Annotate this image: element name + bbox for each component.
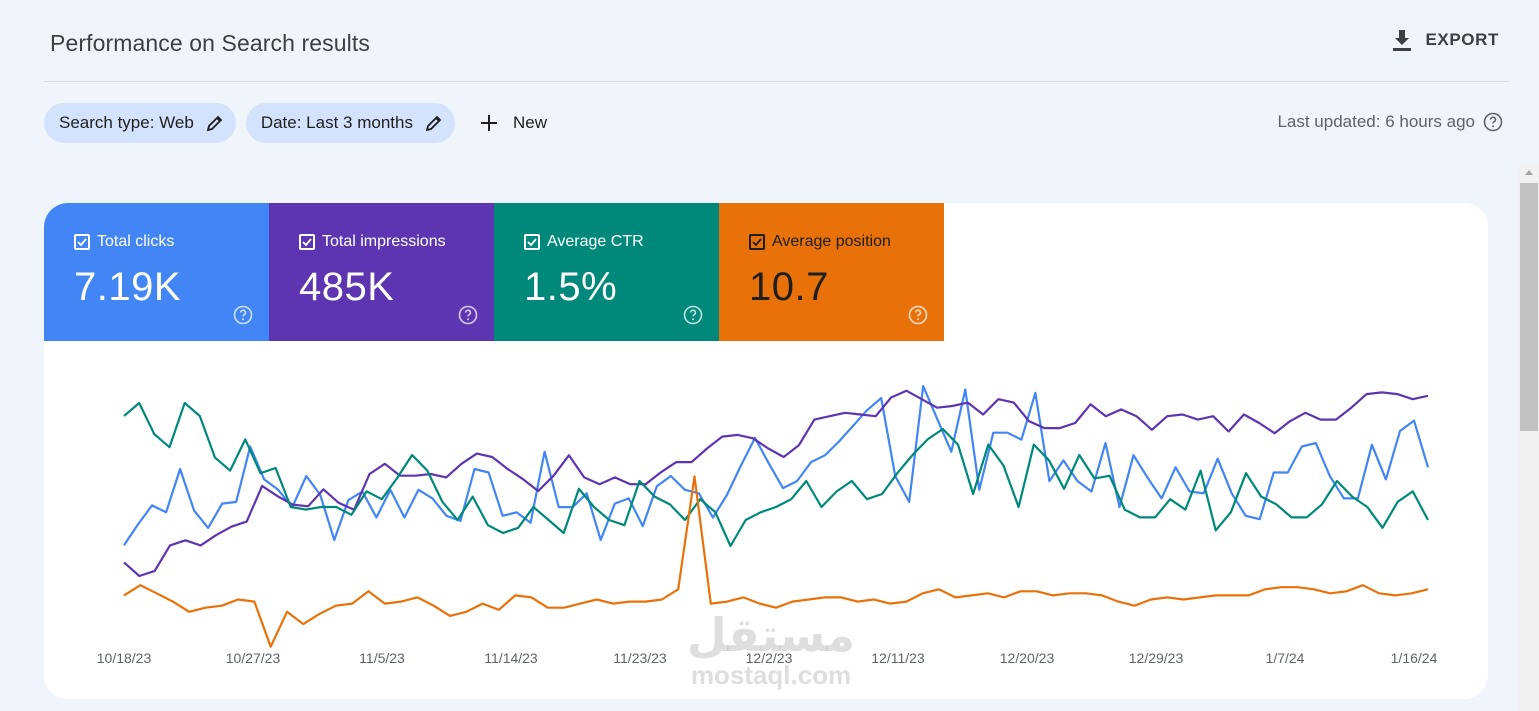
x-tick-label: 12/29/23 [1129, 650, 1184, 666]
x-tick-label: 10/18/23 [97, 650, 152, 666]
scrollbar-thumb[interactable] [1520, 183, 1538, 431]
search-type-label: Search type: Web [59, 113, 194, 132]
page-header: Performance on Search results EXPORT [44, 0, 1509, 82]
export-button[interactable]: EXPORT [1391, 28, 1499, 52]
x-tick-label: 11/5/23 [359, 650, 405, 666]
series-line-average-ctr [123, 401, 1429, 548]
scroll-up-arrow-icon[interactable] [1525, 170, 1533, 175]
x-tick-label: 1/7/24 [1266, 650, 1305, 666]
date-chip[interactable]: Date: Last 3 months [245, 103, 455, 143]
date-label: Date: Last 3 months [260, 113, 413, 132]
x-tick-label: 12/20/23 [1000, 650, 1055, 666]
performance-card: Total clicks 7.19K Total impressions 485… [44, 203, 1488, 699]
metric-label-row: Average position [749, 233, 891, 251]
plus-icon [480, 115, 497, 131]
x-tick-label: 10/27/23 [226, 650, 281, 666]
metric-label-row: Total clicks [74, 233, 174, 251]
metric-label-row: Total impressions [299, 233, 446, 251]
metric-average-ctr[interactable]: Average CTR 1.5% [494, 203, 719, 341]
metric-label: Average position [772, 233, 891, 250]
x-tick-label: 11/23/23 [613, 650, 667, 666]
search-type-chip[interactable]: Search type: Web [44, 103, 236, 143]
metric-label: Total clicks [97, 233, 175, 250]
metric-value: 1.5% [524, 265, 618, 309]
help-icon[interactable] [908, 305, 928, 325]
new-filter-label: New [512, 113, 547, 132]
pencil-icon [425, 115, 442, 132]
metric-value: 10.7 [749, 265, 829, 309]
help-icon[interactable] [1483, 112, 1503, 132]
last-updated-text: Last updated: 6 hours ago [1277, 112, 1475, 131]
new-filter-button[interactable]: New [479, 113, 547, 133]
x-tick-label: 11/14/23 [484, 650, 538, 666]
x-tick-label: 1/16/24 [1391, 650, 1438, 666]
pencil-icon [206, 115, 223, 132]
checkbox-checked-icon[interactable] [74, 234, 90, 250]
checkbox-checked-icon[interactable] [299, 234, 315, 250]
download-icon [1393, 30, 1412, 51]
series-line-total-clicks [123, 384, 1430, 546]
last-updated: Last updated: 6 hours ago [1277, 112, 1503, 132]
chart-svg: 10/18/23 10/27/23 11/5/23 11/14/23 11/23/23 1… [97, 384, 1438, 666]
metric-total-impressions[interactable]: Total impressions 485K [269, 203, 494, 341]
checkbox-checked-icon[interactable] [524, 234, 540, 250]
help-icon[interactable] [458, 305, 478, 325]
help-icon[interactable] [683, 305, 703, 325]
metric-value: 7.19K [74, 265, 182, 309]
scrollbar[interactable] [1519, 165, 1539, 711]
metric-label-row: Average CTR [524, 233, 644, 251]
performance-chart: 10/18/23 10/27/23 11/5/23 11/14/23 11/23/23 1… [44, 341, 1488, 699]
checkbox-checked-icon[interactable] [749, 234, 765, 250]
metric-value: 485K [299, 265, 395, 309]
export-label: EXPORT [1425, 30, 1499, 49]
series-line-total-impressions [123, 389, 1429, 578]
series-line-average-position [123, 475, 1429, 648]
metric-label: Average CTR [547, 233, 644, 250]
metric-tabs: Total clicks 7.19K Total impressions 485… [44, 203, 944, 341]
filter-bar: Search type: Web Date: Last 3 months New [44, 103, 547, 143]
metric-label: Total impressions [322, 233, 446, 250]
x-tick-label: 12/11/23 [871, 650, 925, 666]
metric-average-position[interactable]: Average position 10.7 [719, 203, 944, 341]
help-icon[interactable] [233, 305, 253, 325]
metric-total-clicks[interactable]: Total clicks 7.19K [44, 203, 269, 341]
page-title: Performance on Search results [50, 30, 370, 56]
x-tick-label: 12/2/23 [746, 650, 793, 666]
